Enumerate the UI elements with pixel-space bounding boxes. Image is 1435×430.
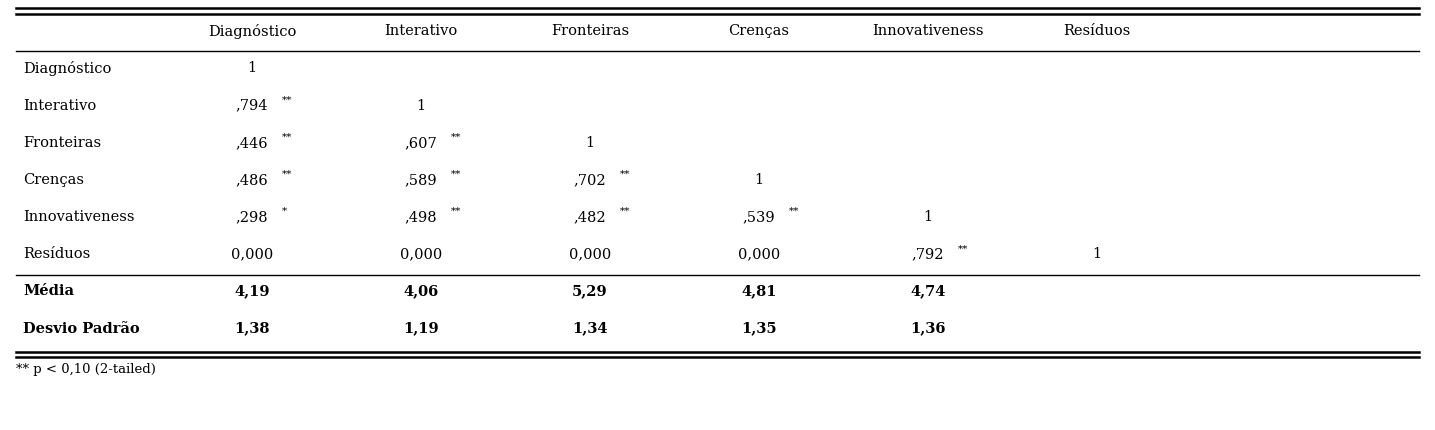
Text: Diagnóstico: Diagnóstico xyxy=(23,61,112,76)
Text: 4,19: 4,19 xyxy=(234,285,270,298)
Text: ,482: ,482 xyxy=(574,210,607,224)
Text: Resíduos: Resíduos xyxy=(1063,24,1131,38)
Text: **: ** xyxy=(451,170,462,179)
Text: Diagnóstico: Diagnóstico xyxy=(208,24,296,39)
Text: **: ** xyxy=(283,95,293,104)
Text: **: ** xyxy=(283,170,293,179)
Text: ,794: ,794 xyxy=(235,98,268,113)
Text: Interativo: Interativo xyxy=(385,24,458,38)
Text: 1,38: 1,38 xyxy=(234,322,270,336)
Text: ,298: ,298 xyxy=(235,210,268,224)
Text: Média: Média xyxy=(23,285,73,298)
Text: 1: 1 xyxy=(585,136,594,150)
Text: 5,29: 5,29 xyxy=(573,285,608,298)
Text: Innovativeness: Innovativeness xyxy=(872,24,984,38)
Text: ,607: ,607 xyxy=(405,136,438,150)
Text: 1,19: 1,19 xyxy=(403,322,439,336)
Text: Desvio Padrão: Desvio Padrão xyxy=(23,322,139,336)
Text: 4,81: 4,81 xyxy=(742,285,776,298)
Text: 0,000: 0,000 xyxy=(568,247,611,261)
Text: 1: 1 xyxy=(1092,247,1102,261)
Text: ,702: ,702 xyxy=(574,173,607,187)
Text: 1: 1 xyxy=(924,210,933,224)
Text: **: ** xyxy=(789,207,799,216)
Text: **: ** xyxy=(620,170,630,179)
Text: **: ** xyxy=(283,133,293,142)
Text: ,446: ,446 xyxy=(235,136,268,150)
Text: 1,34: 1,34 xyxy=(573,322,608,336)
Text: 1: 1 xyxy=(755,173,763,187)
Text: 0,000: 0,000 xyxy=(738,247,781,261)
Text: 0,000: 0,000 xyxy=(231,247,273,261)
Text: ,498: ,498 xyxy=(405,210,438,224)
Text: 0,000: 0,000 xyxy=(400,247,442,261)
Text: Interativo: Interativo xyxy=(23,98,96,113)
Text: 1,36: 1,36 xyxy=(910,322,946,336)
Text: 1,35: 1,35 xyxy=(742,322,776,336)
Text: 1: 1 xyxy=(247,61,257,75)
Text: ** p < 0,10 (2-tailed): ** p < 0,10 (2-tailed) xyxy=(16,363,155,376)
Text: Crenças: Crenças xyxy=(23,173,83,187)
Text: Resíduos: Resíduos xyxy=(23,247,90,261)
Text: **: ** xyxy=(451,133,462,142)
Text: ,589: ,589 xyxy=(405,173,438,187)
Text: 4,74: 4,74 xyxy=(910,285,946,298)
Text: ,486: ,486 xyxy=(235,173,268,187)
Text: ,792: ,792 xyxy=(911,247,944,261)
Text: Fronteiras: Fronteiras xyxy=(551,24,629,38)
Text: **: ** xyxy=(620,207,630,216)
Text: 1: 1 xyxy=(416,98,426,113)
Text: 4,06: 4,06 xyxy=(403,285,439,298)
Text: Crenças: Crenças xyxy=(729,24,789,38)
Text: Innovativeness: Innovativeness xyxy=(23,210,135,224)
Text: Fronteiras: Fronteiras xyxy=(23,136,100,150)
Text: **: ** xyxy=(451,207,462,216)
Text: **: ** xyxy=(959,244,969,253)
Text: ,539: ,539 xyxy=(743,210,775,224)
Text: *: * xyxy=(283,207,287,216)
